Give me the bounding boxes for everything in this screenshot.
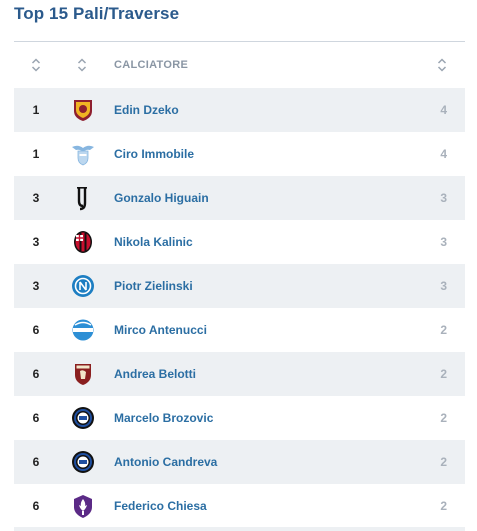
rank-cell: 3: [32, 279, 40, 293]
player-link[interactable]: Piotr Zielinski: [114, 279, 193, 293]
sort-club-icon[interactable]: [77, 58, 87, 72]
lazio-crest-icon: [72, 145, 94, 166]
rank-cell: 3: [32, 235, 40, 249]
player-link[interactable]: Nikola Kalinic: [114, 235, 193, 249]
table-row: 6 Andrea Belotti 2: [14, 352, 465, 396]
value-cell: 2: [440, 411, 447, 425]
sort-value-icon[interactable]: [437, 58, 447, 72]
table-row: 1 Ciro Immobile 4: [14, 132, 465, 176]
rank-cell: 3: [32, 191, 40, 205]
player-column-header[interactable]: CALCIATORE: [114, 59, 189, 71]
inter-crest-icon: [72, 407, 94, 429]
roma-crest-icon: [74, 100, 92, 121]
player-link[interactable]: Edin Dzeko: [114, 103, 179, 117]
player-link[interactable]: Gonzalo Higuain: [114, 191, 209, 205]
player-link[interactable]: Mirco Antenucci: [114, 323, 207, 337]
rank-cell: 6: [32, 323, 40, 337]
value-cell: 2: [440, 323, 447, 337]
table-row: 3 Nikola Kalinic 3: [14, 220, 465, 264]
value-cell: 4: [440, 147, 447, 161]
value-cell: 2: [440, 455, 447, 469]
value-cell: 2: [440, 499, 447, 513]
table-row: 3 Piotr Zielinski 3: [14, 264, 465, 308]
table-row: 3 Gonzalo Higuain 3: [14, 176, 465, 220]
value-cell: 3: [440, 279, 447, 293]
value-cell: 2: [440, 367, 447, 381]
napoli-crest-icon: [72, 275, 94, 297]
rank-cell: 6: [32, 499, 40, 513]
rank-cell: 6: [32, 455, 40, 469]
value-cell: 3: [440, 235, 447, 249]
spal-crest-icon: [72, 319, 94, 341]
player-link[interactable]: Federico Chiesa: [114, 499, 207, 513]
value-cell: 3: [440, 191, 447, 205]
player-link[interactable]: Antonio Candreva: [114, 455, 218, 469]
next-row-stub: [14, 527, 465, 531]
table-row: 6 Federico Chiesa 2: [14, 484, 465, 528]
inter-crest-icon: [72, 451, 94, 473]
table-row: 6 Marcelo Brozovic 2: [14, 396, 465, 440]
rank-cell: 1: [32, 147, 40, 161]
value-cell: 4: [440, 103, 447, 117]
rank-cell: 1: [32, 103, 40, 117]
table-row: 6 Antonio Candreva 2: [14, 440, 465, 484]
table-row: 6 Mirco Antenucci 2: [14, 308, 465, 352]
juventus-crest-icon: [77, 187, 87, 211]
rank-cell: 6: [32, 411, 40, 425]
player-link[interactable]: Ciro Immobile: [114, 147, 195, 161]
page-title: Top 15 Pali/Traverse: [14, 4, 180, 23]
torino-crest-icon: [75, 364, 91, 385]
rank-cell: 6: [32, 367, 40, 381]
player-link[interactable]: Marcelo Brozovic: [114, 411, 214, 425]
player-link[interactable]: Andrea Belotti: [114, 367, 197, 381]
sort-rank-icon[interactable]: [31, 58, 41, 72]
fiorentina-crest-icon: [74, 495, 92, 518]
milan-crest-icon: [74, 231, 92, 253]
stats-table: CALCIATORE 1 Edin Dzeko 4 1 Ciro Immobil…: [14, 41, 465, 528]
table-row: 1 Edin Dzeko 4: [14, 88, 465, 132]
table-header: CALCIATORE: [14, 42, 465, 88]
